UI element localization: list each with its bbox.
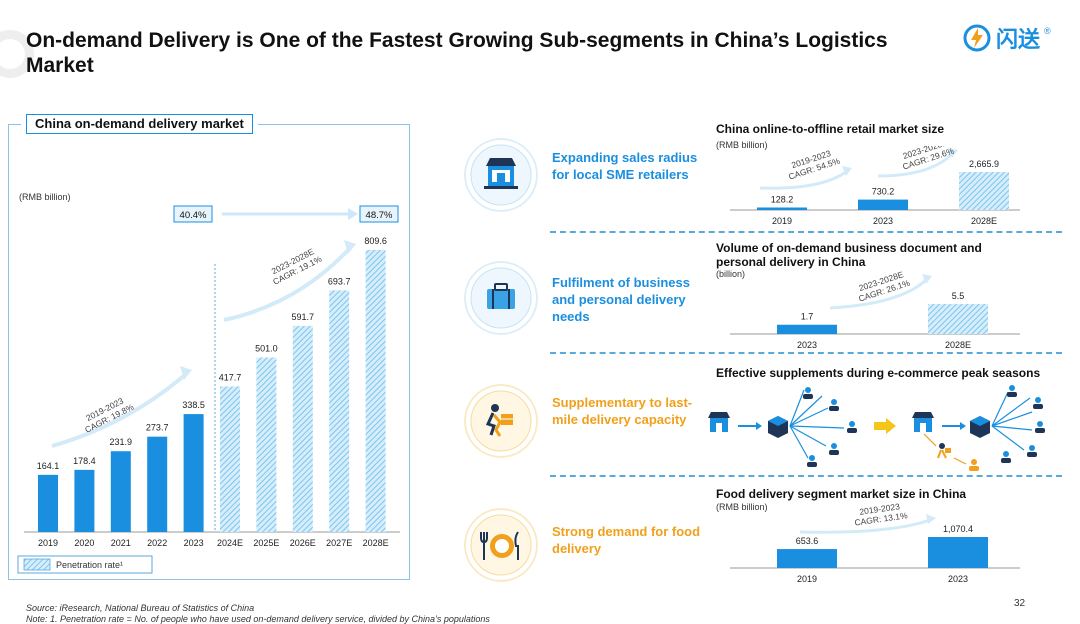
lightning-logo-icon [963,24,991,52]
legend-penetration-rate: Penetration rate¹ [56,560,123,570]
bar-2022 [147,436,168,532]
x-tick-label: 2026E [290,538,316,548]
recipient-icons-right [1001,385,1045,463]
mini-x-tick: 2028E [971,216,997,226]
doc-chart-unit: (billion) [716,269,746,279]
peak-diagram-title: Effective supplements during e-commerce … [716,366,1041,380]
x-tick-label: 2021 [111,538,131,548]
x-tick-label: 2023 [184,538,204,548]
on-demand-market-chart: (RMB billion) 40.4% 48.7% 2019-2023 CAGR… [17,192,400,574]
penetration-2028e: 48.7% [366,210,393,221]
bar-2023 [183,414,204,532]
recipient-icons-left [803,387,857,467]
x-tick-label: 2022 [147,538,167,548]
bar-2019 [38,474,58,532]
footer-note: Note: 1. Penetration rate = No. of peopl… [26,614,490,624]
row-divider-1 [550,231,1062,233]
bar-value-label: 501.0 [255,343,278,353]
bar-value-label: 178.4 [73,456,96,466]
logo-text: 闪送 [996,27,1041,52]
bar-2025E [256,357,277,532]
x-tick-label: 2020 [74,538,94,548]
food-chart-unit: (RMB billion) [716,502,768,512]
bar-value-label: 809.6 [364,236,387,246]
package-icon-left [768,416,788,438]
logo-registered-mark: ® [1044,26,1051,36]
bar-value-label: 693.7 [328,276,351,286]
page-number: 32 [1014,598,1026,609]
footer-source: Source: iResearch, National Bureau of St… [26,603,255,613]
o2o-chart-title: China online-to-offline retail market si… [716,122,945,136]
page-title: On-demand Delivery is One of the Fastest… [26,29,888,77]
food-plate-icon [464,508,538,582]
mini-bar-2023 [777,324,837,334]
storefront-icon [464,138,538,212]
bar-value-label: 338.5 [182,400,205,410]
bar-2027E [329,290,350,532]
bar-2028E [365,250,386,532]
row-3-text: Supplementary to last-mile delivery capa… [552,395,693,427]
row-divider-3 [550,475,1062,477]
left-panel-title: China on-demand delivery market [26,114,253,134]
mini-bar-2028E [928,304,988,334]
mini-bar-2028E [959,172,1009,210]
mini-bar-value: 1,070.4 [943,524,973,534]
shop-icon-left [708,412,730,432]
shop-icon-right [912,412,934,432]
mini-bar-value: 730.2 [872,187,895,197]
x-tick-label: 2025E [253,538,279,548]
x-tick-label: 2019 [38,538,58,548]
courier-small-icon [923,433,979,471]
transition-arrow-icon [874,418,896,434]
peak-season-diagram [708,385,1045,471]
doc-chart-title: Volume of on-demand business document an… [716,241,982,269]
main-chart-unit: (RMB billion) [19,192,71,202]
bar-2024E [220,386,240,532]
briefcase-icon [464,261,538,335]
mini-x-tick: 2028E [945,340,971,350]
row-4-text: Strong demand for food delivery [552,524,701,556]
o2o-chart: 2019-2023 CAGR: 54.5% 2023-2028E CAGR: 2… [730,146,1020,226]
mini-bar-2019 [777,549,837,568]
x-tick-label: 2024E [217,538,243,548]
food-chart-title: Food delivery segment market size in Chi… [716,487,967,501]
mini-bar-value: 2,665.9 [969,159,999,169]
mini-x-tick: 2019 [772,216,792,226]
row-2-text: Fulfilment of business and personal deli… [552,275,690,324]
food-chart: 2019-2023 CAGR: 13.1% 653.620191,070.420… [730,501,1020,584]
bar-value-label: 591.7 [292,312,315,322]
mini-x-tick: 2023 [797,340,817,350]
package-icon-right [970,416,990,438]
mini-x-tick: 2023 [948,574,968,584]
mini-x-tick: 2023 [873,216,893,226]
bar-2021 [110,451,131,532]
mini-bar-value: 5.5 [952,291,965,301]
corner-decoration [0,30,34,78]
mini-bar-2023 [928,537,988,568]
mini-x-tick: 2019 [797,574,817,584]
bar-value-label: 273.7 [146,423,169,433]
mini-bar-value: 128.2 [771,195,794,205]
bar-value-label: 417.7 [219,373,242,383]
company-logo: 闪送 ® [962,20,1051,56]
bar-2026E [292,325,313,532]
bar-2020 [74,469,95,532]
courier-icon [464,384,538,458]
x-tick-label: 2028E [363,538,389,548]
mini-bar-2023 [858,199,908,210]
bar-value-label: 231.9 [110,437,133,447]
mini-bar-2019 [757,207,807,210]
row-1-text: Expanding sales radius for local SME ret… [552,150,698,182]
x-tick-label: 2027E [326,538,352,548]
row-divider-2 [550,352,1062,354]
mini-bar-value: 653.6 [796,536,819,546]
o2o-chart-unit: (RMB billion) [716,140,768,150]
penetration-2023: 40.4% [180,210,207,221]
bar-value-label: 164.1 [37,461,60,471]
mini-bar-value: 1.7 [801,312,814,322]
